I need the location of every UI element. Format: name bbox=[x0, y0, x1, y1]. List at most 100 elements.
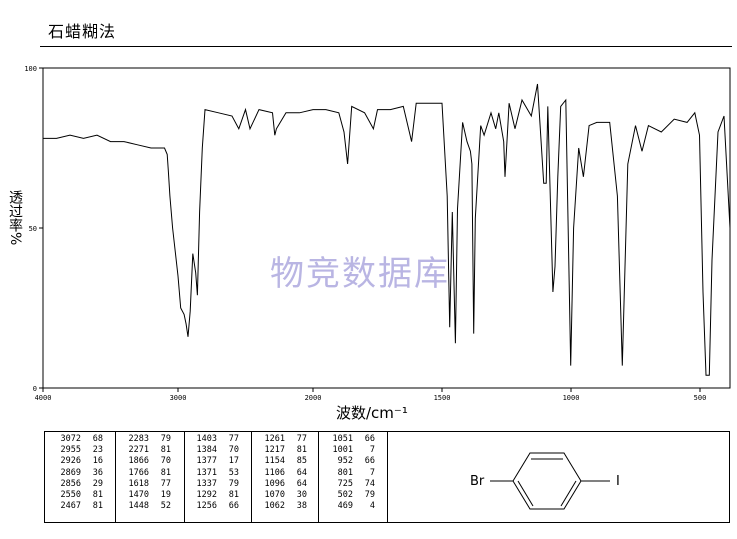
peak-wavenumber: 1106 bbox=[264, 467, 285, 478]
peak-table-row: 725 74 bbox=[323, 479, 375, 490]
peak-transmittance: 7 bbox=[369, 467, 375, 478]
peak-table-row: 1217 81 bbox=[255, 445, 307, 456]
table-divider bbox=[115, 432, 116, 522]
peak-table-row: 1403 77 bbox=[187, 434, 239, 445]
watermark: 物竞数据库 bbox=[270, 254, 450, 294]
peak-table-column: 2283 79 2271 81 1866 70 1766 81 1618 77 1470 19 1448… bbox=[119, 434, 171, 512]
x-tick-label: 2000 bbox=[305, 394, 322, 402]
chart-title: 石蜡糊法 bbox=[48, 22, 117, 41]
peak-wavenumber: 725 bbox=[337, 478, 353, 489]
peak-table: 3072 68 2955 23 2926 16 2869 36 2856 29 2550 81 2467… bbox=[44, 431, 730, 523]
peak-table-row: 1154 85 bbox=[255, 456, 307, 467]
peak-transmittance: 81 bbox=[92, 490, 103, 501]
peak-transmittance: 77 bbox=[160, 478, 171, 489]
peak-transmittance: 70 bbox=[228, 445, 239, 456]
peak-wavenumber: 1384 bbox=[196, 445, 217, 456]
peak-table-row: 1106 64 bbox=[255, 468, 307, 479]
peak-transmittance: 38 bbox=[296, 501, 307, 512]
peak-table-row: 1062 38 bbox=[255, 501, 307, 512]
peak-transmittance: 79 bbox=[228, 478, 239, 489]
peak-wavenumber: 1256 bbox=[196, 501, 217, 512]
peak-wavenumber: 2467 bbox=[60, 501, 81, 512]
peak-table-row: 1261 77 bbox=[255, 434, 307, 445]
peak-table-row: 2467 81 bbox=[51, 501, 103, 512]
peak-transmittance: 81 bbox=[160, 445, 171, 456]
peak-transmittance: 19 bbox=[160, 490, 171, 501]
peak-transmittance: 81 bbox=[92, 501, 103, 512]
table-divider bbox=[318, 432, 319, 522]
peak-transmittance: 64 bbox=[296, 467, 307, 478]
peak-table-row: 2271 81 bbox=[119, 445, 171, 456]
peak-table-row: 469 4 bbox=[323, 501, 375, 512]
peak-wavenumber: 1292 bbox=[196, 490, 217, 501]
peak-transmittance: 52 bbox=[160, 501, 171, 512]
peak-transmittance: 66 bbox=[228, 501, 239, 512]
peak-transmittance: 29 bbox=[92, 478, 103, 489]
peak-wavenumber: 1403 bbox=[196, 434, 217, 444]
peak-wavenumber: 2955 bbox=[60, 445, 81, 456]
peak-table-row: 1448 52 bbox=[119, 501, 171, 512]
peak-wavenumber: 1051 bbox=[332, 434, 353, 444]
peak-table-row: 1070 30 bbox=[255, 490, 307, 501]
peak-table-row: 801 7 bbox=[323, 468, 375, 479]
peak-table-column: 1051 66 1001 7 952 66 801 7 725 74 502 79 469 4 bbox=[323, 434, 375, 512]
peak-wavenumber: 3072 bbox=[60, 434, 81, 444]
x-tick-label: 4000 bbox=[35, 394, 52, 402]
y-tick-label: 100 bbox=[24, 65, 37, 73]
peak-transmittance: 70 bbox=[160, 456, 171, 467]
peak-wavenumber: 2926 bbox=[60, 456, 81, 467]
bromine-label: Br bbox=[470, 474, 485, 489]
peak-table-row: 1766 81 bbox=[119, 468, 171, 479]
peak-table-row: 1051 66 bbox=[323, 434, 375, 445]
peak-wavenumber: 1217 bbox=[264, 445, 285, 456]
peak-table-row: 1337 79 bbox=[187, 479, 239, 490]
title-divider bbox=[40, 46, 732, 47]
peak-transmittance: 23 bbox=[92, 445, 103, 456]
peak-transmittance: 4 bbox=[369, 501, 375, 512]
peak-transmittance: 68 bbox=[92, 434, 103, 444]
peak-wavenumber: 1337 bbox=[196, 478, 217, 489]
table-divider bbox=[387, 432, 388, 522]
peak-wavenumber: 1001 bbox=[332, 445, 353, 456]
peak-wavenumber: 2550 bbox=[60, 490, 81, 501]
peak-table-row: 2283 79 bbox=[119, 434, 171, 445]
peak-wavenumber: 801 bbox=[337, 467, 353, 478]
peak-transmittance: 85 bbox=[296, 456, 307, 467]
peak-table-row: 2926 16 bbox=[51, 456, 103, 467]
table-divider bbox=[184, 432, 185, 522]
peak-transmittance: 81 bbox=[160, 467, 171, 478]
peak-wavenumber: 2869 bbox=[60, 467, 81, 478]
peak-table-row: 502 79 bbox=[323, 490, 375, 501]
peak-table-row: 1384 70 bbox=[187, 445, 239, 456]
peak-transmittance: 36 bbox=[92, 467, 103, 478]
peak-wavenumber: 1154 bbox=[264, 456, 285, 467]
double-bond bbox=[517, 480, 534, 507]
peak-table-row: 3072 68 bbox=[51, 434, 103, 445]
peak-transmittance: 17 bbox=[228, 456, 239, 467]
peak-table-row: 2869 36 bbox=[51, 468, 103, 479]
peak-table-row: 2550 81 bbox=[51, 490, 103, 501]
peak-table-row: 1866 70 bbox=[119, 456, 171, 467]
y-tick-label: 0 bbox=[33, 385, 37, 393]
peak-wavenumber: 2271 bbox=[128, 445, 149, 456]
peak-wavenumber: 1618 bbox=[128, 478, 149, 489]
iodine-label: I bbox=[616, 474, 620, 489]
peak-wavenumber: 1070 bbox=[264, 490, 285, 501]
x-tick-label: 1000 bbox=[563, 394, 580, 402]
peak-transmittance: 66 bbox=[364, 456, 375, 467]
peak-table-row: 1292 81 bbox=[187, 490, 239, 501]
peak-wavenumber: 1470 bbox=[128, 490, 149, 501]
peak-wavenumber: 2283 bbox=[128, 434, 149, 444]
peak-wavenumber: 1062 bbox=[264, 501, 285, 512]
peak-table-row: 1096 64 bbox=[255, 479, 307, 490]
peak-wavenumber: 952 bbox=[337, 456, 353, 467]
peak-wavenumber: 1096 bbox=[264, 478, 285, 489]
peak-table-row: 1256 66 bbox=[187, 501, 239, 512]
x-tick-label: 1500 bbox=[434, 394, 451, 402]
peak-transmittance: 74 bbox=[364, 478, 375, 489]
peak-table-row: 1001 7 bbox=[323, 445, 375, 456]
peak-table-column: 1261 77 1217 81 1154 85 1106 64 1096 64 1070 30 1062… bbox=[255, 434, 307, 512]
plot-frame bbox=[42, 67, 731, 389]
peak-transmittance: 16 bbox=[92, 456, 103, 467]
